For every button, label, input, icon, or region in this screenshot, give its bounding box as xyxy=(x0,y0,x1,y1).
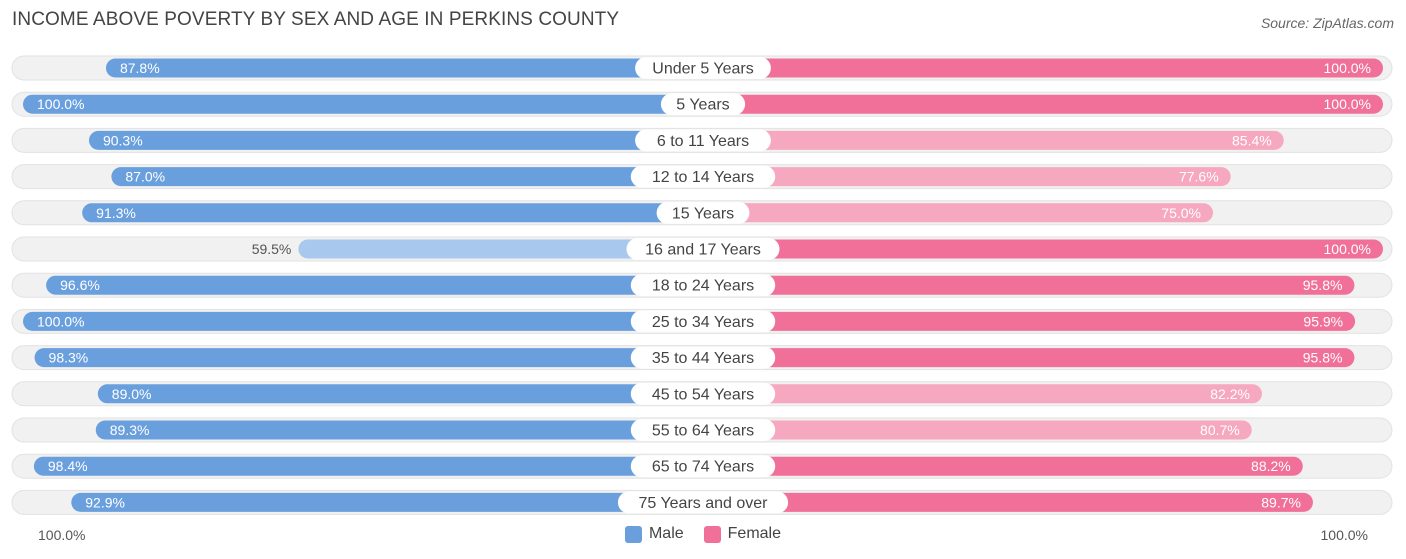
category-label: Under 5 Years xyxy=(652,61,753,78)
legend-label-male: Male xyxy=(648,525,684,542)
category-label: 55 to 64 Years xyxy=(652,423,754,440)
male-value-label: 98.3% xyxy=(49,350,89,366)
male-value-label: 96.6% xyxy=(60,277,100,293)
category-pill xyxy=(630,346,776,369)
female-bar xyxy=(703,384,1262,404)
axis-left-label: 100.0% xyxy=(38,527,86,543)
female-bar xyxy=(703,275,1355,295)
legend: Male Female xyxy=(0,525,1406,543)
category-pill xyxy=(626,238,780,260)
male-value-label: 92.9% xyxy=(85,494,125,510)
category-pill xyxy=(630,165,776,188)
female-bar xyxy=(703,420,1252,440)
male-value-label: 91.3% xyxy=(96,205,136,221)
legend-item-male[interactable]: Male xyxy=(624,525,684,543)
category-label: 75 Years and over xyxy=(639,495,769,512)
category-pill xyxy=(630,310,776,333)
category-pill xyxy=(635,129,771,152)
category-label: 16 and 17 Years xyxy=(645,242,761,259)
female-value-label: 88.2% xyxy=(1251,458,1291,474)
male-value-label: 89.0% xyxy=(112,386,152,402)
male-bar xyxy=(105,58,703,78)
category-pill xyxy=(635,57,771,79)
male-bar xyxy=(88,130,703,150)
male-value-label: 100.0% xyxy=(37,313,84,329)
category-pill xyxy=(630,455,776,478)
male-bar xyxy=(111,167,703,187)
female-value-label: 95.9% xyxy=(1303,313,1343,329)
male-value-label: 90.3% xyxy=(103,132,143,148)
female-value-label: 89.7% xyxy=(1261,494,1301,510)
female-value-label: 75.0% xyxy=(1161,205,1201,221)
diverging-bar-chart: 87.8% 100.0% Under 5 Years 100.0% 100.0% 5 Ye… xyxy=(11,55,1393,515)
category-pill xyxy=(630,419,776,441)
category-pill xyxy=(660,93,746,116)
male-value-label: 98.4% xyxy=(48,458,88,474)
female-bar xyxy=(703,311,1356,331)
male-bar xyxy=(34,348,704,368)
legend-label-female: Female xyxy=(727,525,782,542)
female-value-label: 100.0% xyxy=(1324,96,1371,112)
category-label: 12 to 14 Years xyxy=(652,169,754,186)
category-label: 65 to 74 Years xyxy=(652,459,754,476)
male-value-label: 87.8% xyxy=(120,60,160,76)
male-value-label: 59.5% xyxy=(252,241,292,257)
male-bar xyxy=(46,275,704,295)
category-pill xyxy=(630,274,776,297)
female-bar xyxy=(703,239,1383,259)
category-label: 15 Years xyxy=(672,205,734,222)
category-label: 18 to 24 Years xyxy=(652,278,754,295)
female-value-label: 77.6% xyxy=(1179,169,1219,185)
axis-right-label: 100.0% xyxy=(1320,527,1368,543)
female-value-label: 100.0% xyxy=(1324,241,1371,257)
category-pill xyxy=(656,201,750,224)
female-bar xyxy=(703,94,1383,114)
female-value-label: 80.7% xyxy=(1200,422,1240,438)
female-value-label: 100.0% xyxy=(1324,60,1371,76)
category-label: 45 to 54 Years xyxy=(652,386,754,403)
female-bar xyxy=(703,348,1355,368)
male-bar xyxy=(23,311,703,331)
male-bar xyxy=(95,420,703,440)
female-value-label: 85.4% xyxy=(1232,132,1272,148)
male-bar xyxy=(23,94,703,114)
male-bar xyxy=(71,492,703,512)
female-bar xyxy=(703,130,1284,150)
male-bar xyxy=(97,384,704,404)
female-bar xyxy=(703,492,1313,512)
male-bar xyxy=(33,456,703,476)
category-label: 5 Years xyxy=(676,97,729,114)
category-pill xyxy=(630,382,776,405)
female-value-label: 82.2% xyxy=(1210,386,1250,402)
category-label: 6 to 11 Years xyxy=(657,133,749,150)
female-value-label: 95.8% xyxy=(1303,277,1343,293)
category-label: 35 to 44 Years xyxy=(652,350,754,367)
male-value-label: 87.0% xyxy=(125,169,165,185)
female-value-label: 95.8% xyxy=(1303,350,1343,366)
male-value-label: 89.3% xyxy=(110,422,150,438)
chart-title: INCOME ABOVE POVERTY BY SEX AND AGE IN P… xyxy=(12,9,620,30)
male-bar xyxy=(298,239,703,259)
legend-item-female[interactable]: Female xyxy=(703,525,782,543)
female-bar xyxy=(703,456,1303,476)
legend-swatch-male xyxy=(624,525,642,543)
female-bar xyxy=(703,167,1231,187)
source-label: Source: ZipAtlas.com xyxy=(1260,15,1394,31)
category-pill xyxy=(617,491,789,514)
male-bar xyxy=(82,203,703,223)
category-label: 25 to 34 Years xyxy=(652,314,754,331)
legend-swatch-female xyxy=(703,525,721,543)
female-bar xyxy=(703,203,1213,223)
male-value-label: 100.0% xyxy=(37,96,84,112)
female-bar xyxy=(703,58,1383,78)
